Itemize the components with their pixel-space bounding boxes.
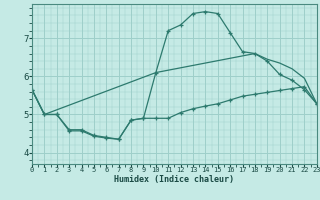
- X-axis label: Humidex (Indice chaleur): Humidex (Indice chaleur): [115, 175, 234, 184]
